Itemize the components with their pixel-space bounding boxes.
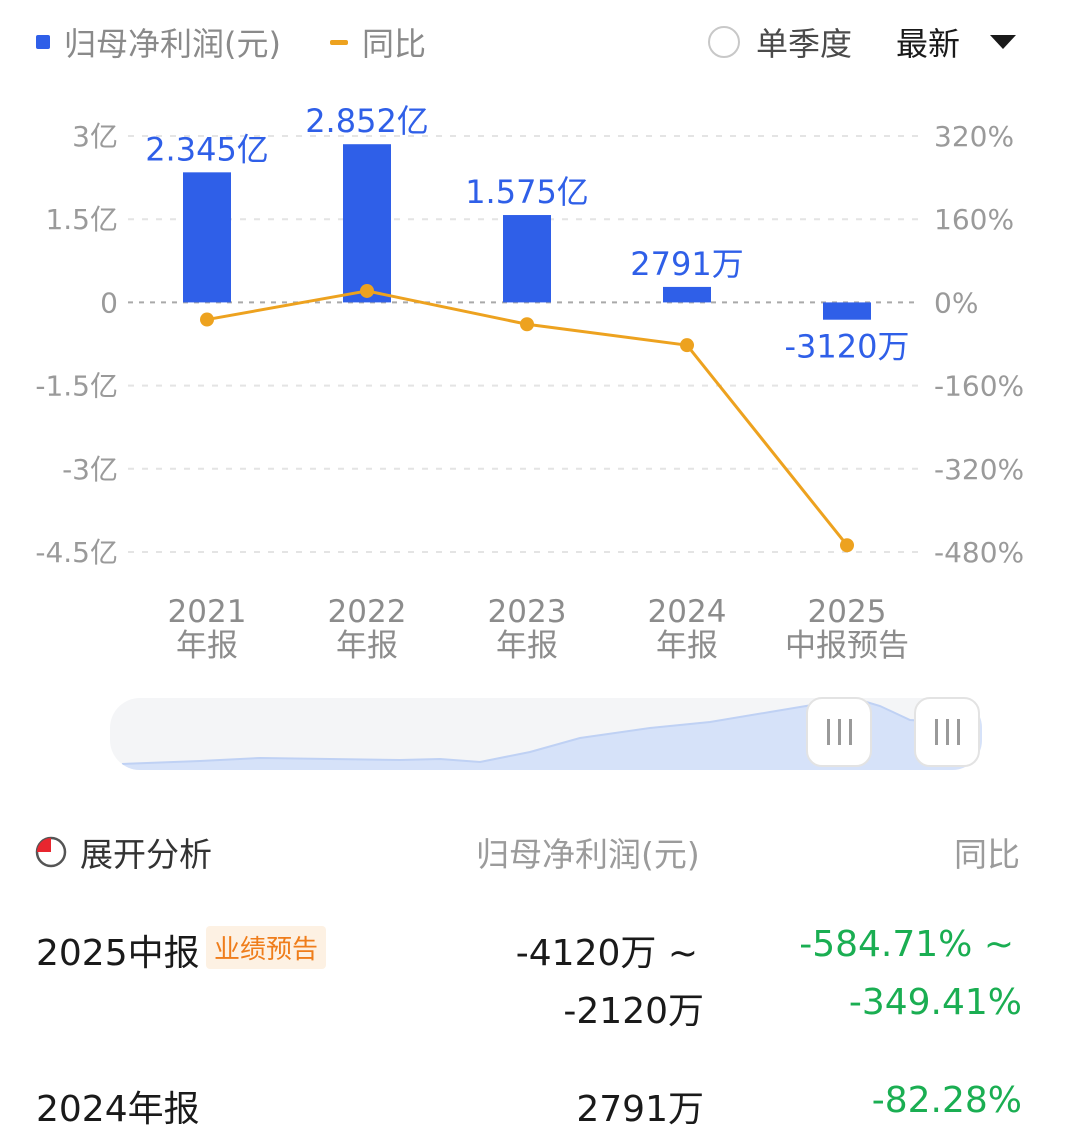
right-axis-tick-label: -160% — [934, 370, 1024, 403]
col-header-profit: 归母净利润(元) — [476, 835, 700, 874]
yoy-point — [520, 317, 534, 332]
yoy-point — [840, 538, 854, 553]
bar-value-label: 2.345亿 — [145, 130, 269, 168]
x-axis-tick-label: 年报 — [336, 628, 398, 664]
left-axis-tick-label: 3亿 — [72, 120, 118, 153]
yoy-point — [360, 283, 374, 298]
col-header-yoy: 同比 — [954, 835, 1020, 874]
sort-dropdown-label: 最新 — [896, 25, 961, 63]
x-axis-tick-label: 年报 — [496, 628, 558, 664]
yoy-point — [200, 312, 214, 327]
bar — [663, 286, 711, 303]
bars-layer — [183, 144, 871, 320]
right-axis-tick-label: 320% — [934, 120, 1014, 153]
bar-value-label: 2.852亿 — [305, 102, 429, 140]
single-quarter-toggle[interactable]: 单季度 — [708, 20, 852, 64]
legend-profit-label: 归母净利润(元) — [64, 25, 281, 63]
right-axis-tick-label: 0% — [934, 286, 978, 319]
left-axis-tick-label: 1.5亿 — [45, 203, 118, 236]
chart-legend-bar: 归母净利润(元) 同比 单季度 最新 — [0, 0, 1068, 84]
x-axis-tick-label: 中报预告 — [785, 628, 909, 664]
radio-circle-icon[interactable] — [708, 26, 740, 58]
row-profit: 2791万 — [576, 1089, 704, 1130]
bar — [503, 215, 551, 303]
bar-value-label: 2791万 — [630, 245, 743, 283]
grip-line-icon — [934, 719, 938, 745]
caret-down-icon — [990, 35, 1017, 49]
forecast-badge: 业绩预告 — [206, 926, 327, 969]
grip-line-icon — [945, 719, 949, 745]
sort-dropdown[interactable]: 最新 — [896, 20, 1017, 64]
legend-yoy-label: 同比 — [362, 25, 427, 63]
x-axis-tick-label: 2024 — [648, 594, 727, 630]
row-profit-range-low: -4120万 ~ — [515, 933, 698, 974]
grip-line-icon — [848, 719, 852, 745]
row-period: 2025中报 — [36, 933, 200, 974]
x-axis-tick-label: 2022 — [328, 594, 407, 630]
bar-value-label: -3120万 — [785, 328, 910, 366]
right-axis-tick-label: -320% — [934, 453, 1024, 486]
yoy-point — [680, 338, 694, 353]
x-axis-tick-label: 年报 — [176, 628, 238, 664]
right-axis-tick-label: 160% — [934, 203, 1014, 236]
slider-handle-left[interactable] — [806, 697, 872, 767]
profit-chart: 3亿 320% 1.5亿 160% 0 0% -1.5亿 -160% -3亿 -320% -4.5亿… — [35, 102, 1024, 664]
bar — [343, 144, 391, 303]
x-axis-tick-label: 2023 — [488, 594, 567, 630]
legend-bar-swatch — [36, 35, 50, 49]
expand-analysis-label: 展开分析 — [80, 835, 212, 874]
grip-line-icon — [826, 719, 830, 745]
labels-layer: 2.345亿2.852亿1.575亿2791万-3120万2021年报2022年… — [145, 102, 909, 664]
legend-item-yoy[interactable]: 同比 — [330, 20, 426, 64]
left-axis-tick-label: -3亿 — [62, 453, 118, 486]
row-yoy-range-high: -349.41% — [848, 982, 1022, 1023]
pie-chart-icon — [35, 836, 67, 868]
grip-line-icon — [956, 719, 960, 745]
left-axis-tick-label: -1.5亿 — [35, 370, 118, 403]
line-layer — [200, 283, 854, 553]
slider-handle-right[interactable] — [914, 697, 980, 767]
row-profit-range-high: -2120万 — [563, 991, 704, 1032]
expand-analysis-button[interactable]: 展开分析 — [34, 830, 212, 874]
x-axis-tick-label: 2021 — [168, 594, 247, 630]
row-yoy-range-low: -584.71% ~ — [799, 924, 1014, 965]
row-yoy: -82.28% — [871, 1080, 1022, 1121]
single-quarter-label: 单季度 — [756, 25, 853, 63]
bar — [183, 172, 231, 303]
grip-line-icon — [837, 719, 841, 745]
left-axis-tick-label: -4.5亿 — [35, 536, 118, 569]
legend-item-profit[interactable]: 归母净利润(元) — [36, 20, 281, 64]
bar-value-label: 1.575亿 — [465, 173, 589, 211]
bar — [823, 302, 871, 320]
legend-line-swatch — [330, 39, 348, 45]
x-axis-tick-label: 2025 — [808, 594, 887, 630]
grid-layer: 3亿 320% 1.5亿 160% 0 0% -1.5亿 -160% -3亿 -320% -4.5亿… — [35, 120, 1024, 569]
x-axis-tick-label: 年报 — [656, 628, 718, 664]
slider-preview-area — [121, 698, 982, 770]
left-axis-tick-label: 0 — [100, 286, 118, 319]
right-axis-tick-label: -480% — [934, 536, 1024, 569]
row-period: 2024年报 — [36, 1089, 200, 1130]
